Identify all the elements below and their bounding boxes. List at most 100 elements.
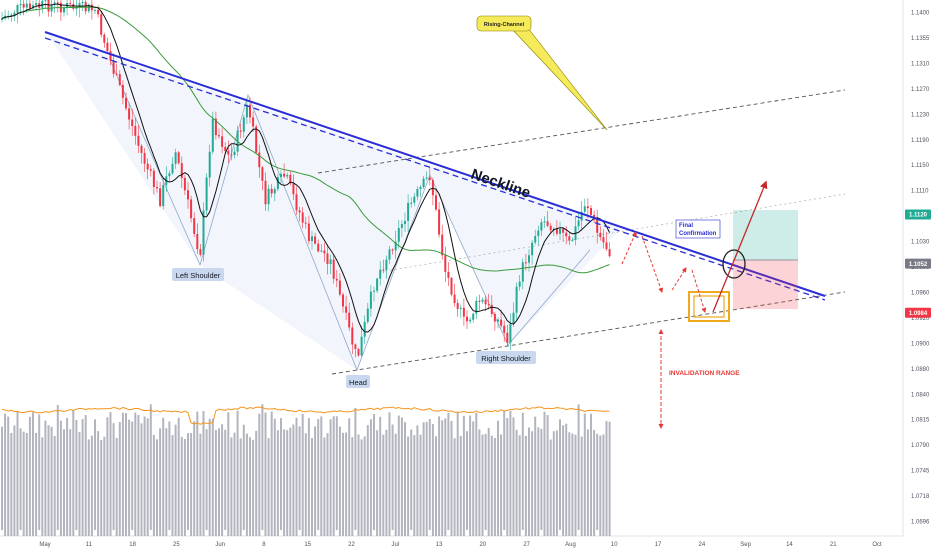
candle-body: [456, 303, 459, 309]
volume-bar: [22, 431, 25, 536]
candle-body: [568, 236, 571, 241]
candle-body: [304, 222, 307, 224]
candle-body: [416, 188, 419, 197]
buy-zone-inner: [693, 295, 725, 318]
volume-bar: [497, 420, 499, 536]
candle-body: [565, 232, 568, 237]
candle-body: [419, 187, 422, 189]
volume-bar: [425, 421, 428, 536]
candle-body: [233, 151, 236, 156]
time-tick-label: 8: [262, 542, 266, 548]
candle-body: [425, 177, 428, 179]
candle-body: [354, 344, 357, 349]
candle-body: [469, 319, 472, 322]
candle-body: [366, 308, 369, 322]
candle-body: [295, 194, 298, 211]
volume-bar: [146, 418, 149, 536]
volume-bar: [453, 438, 456, 536]
time-tick-label: 20: [480, 542, 487, 548]
buy-zone-outer: [688, 291, 730, 322]
volume-bar: [435, 436, 437, 536]
volume-bar: [208, 418, 211, 536]
volume-bar: [16, 410, 19, 536]
volume-bar: [593, 430, 596, 536]
candle-body: [363, 321, 366, 337]
candle-body: [444, 255, 447, 272]
volume-bar: [562, 425, 565, 536]
candle-body: [174, 152, 177, 164]
volume-bar: [304, 433, 307, 536]
candle-body: [335, 278, 338, 281]
volume-bar: [314, 426, 317, 536]
volume-bar: [543, 411, 546, 536]
candle-body: [35, 3, 38, 6]
volume-bar: [7, 416, 10, 536]
candle-body: [190, 199, 193, 219]
volume-bar: [47, 425, 50, 536]
time-tick-label: Oct: [872, 542, 882, 548]
candle-body: [531, 242, 534, 256]
volume-bar: [90, 435, 93, 536]
volume-bar: [317, 419, 320, 530]
candle-body: [487, 304, 490, 306]
volume-bar: [183, 439, 186, 536]
candle-body: [462, 307, 465, 317]
volume-bar: [571, 433, 574, 536]
volume-bar: [100, 439, 103, 536]
price-tick-label: 1.1150: [911, 163, 930, 169]
volume-bar: [345, 432, 348, 536]
candle-body: [450, 277, 453, 295]
candle-body: [72, 4, 75, 9]
time-tick-label: 21: [830, 542, 837, 548]
volume-bars: [1, 404, 611, 536]
candle-body: [10, 14, 13, 16]
volume-bar: [459, 435, 462, 536]
candle-body: [329, 259, 332, 265]
volume-bar: [87, 439, 90, 536]
price-tag-label: 1.1120: [909, 213, 928, 219]
candle-body: [81, 2, 84, 4]
volume-bar: [28, 416, 31, 536]
right-shoulder-badge: [476, 351, 536, 364]
neckline-line: [44, 31, 826, 297]
projection-arrow-3: [671, 267, 687, 291]
volume-bar: [255, 430, 258, 536]
volume-bar: [35, 432, 38, 536]
time-axis[interactable]: May 11 18 25 Jun 8 15 22 Jul 13 20 27 Aug 10 17 24 Sep 14…: [39, 542, 882, 548]
volume-bar: [484, 433, 487, 530]
volume-bar: [41, 437, 44, 536]
volume-bar: [466, 431, 468, 530]
candle-body: [549, 225, 552, 231]
candle-body: [314, 236, 317, 244]
volume-bar: [112, 423, 115, 530]
candle-body: [100, 14, 103, 35]
candle-body: [391, 249, 394, 251]
invalidation-label: INVALIDATION RANGE: [669, 370, 740, 377]
pattern-shade: [48, 35, 618, 370]
price-tick-label: 1.0790: [911, 443, 930, 449]
price-tick-label: 1.0920: [911, 316, 930, 322]
volume-bar: [283, 429, 286, 536]
candle-body: [311, 236, 313, 242]
volume-bar: [472, 421, 475, 536]
volume-bar: [379, 416, 382, 536]
volume-bar: [125, 413, 127, 536]
candle-body: [56, 2, 59, 4]
volume-bar: [44, 420, 47, 536]
volume-bar: [249, 437, 251, 536]
volume-bar: [531, 431, 534, 536]
volume-bar: [115, 437, 118, 536]
volume-bar: [323, 437, 326, 536]
volume-bar: [180, 436, 183, 536]
volume-bar: [13, 425, 16, 536]
candle-body: [106, 42, 109, 52]
candle-body: [602, 237, 605, 243]
time-tick-label: 24: [698, 542, 705, 548]
candle-body: [478, 300, 481, 302]
final-confirmation-box: [675, 219, 721, 239]
time-tick-label: 10: [611, 542, 618, 548]
volume-bar: [78, 432, 81, 536]
volume-bar: [32, 412, 34, 536]
volume-bar: [400, 417, 403, 536]
